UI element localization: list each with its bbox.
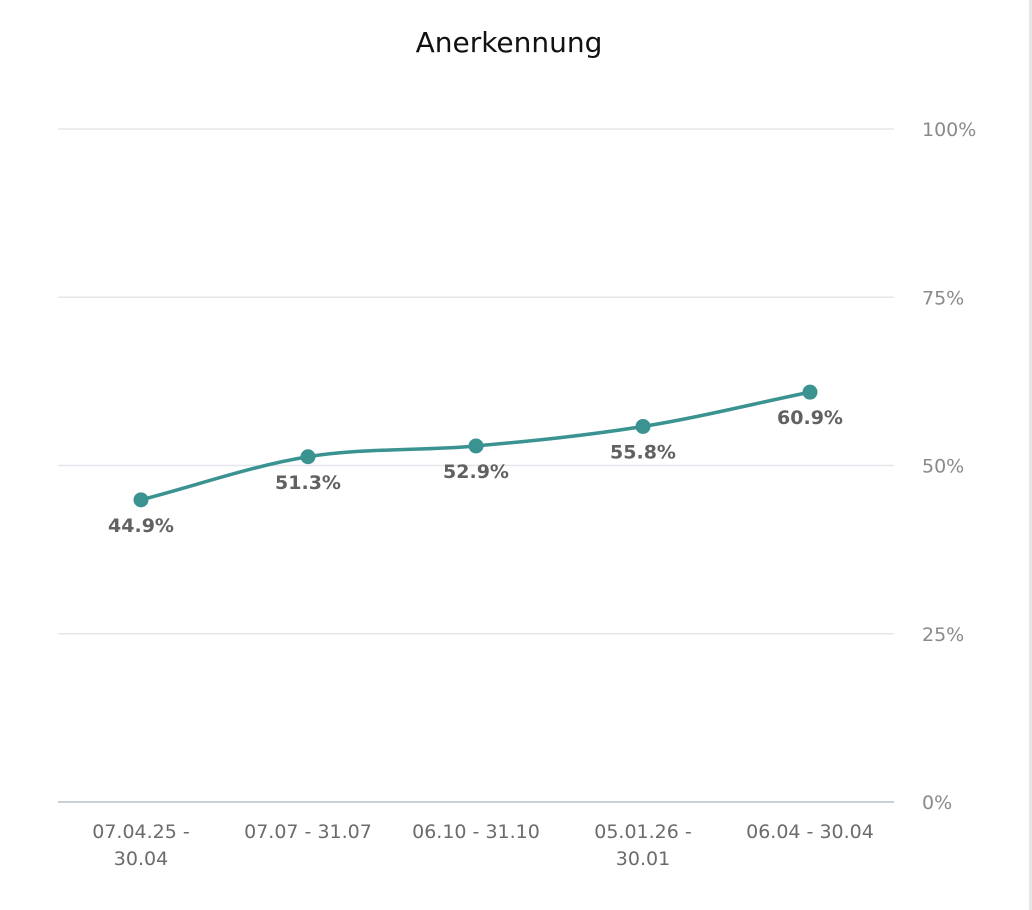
y-tick-label: 100% (922, 119, 976, 141)
y-tick-label: 0% (922, 792, 952, 814)
x-tick-label: 05.01.26 - 30.01 (594, 821, 692, 870)
panel-right-edge (1029, 0, 1032, 910)
data-label: 60.9% (777, 407, 843, 429)
data-label: 55.8% (610, 441, 676, 463)
x-tick-label-line: 07.04.25 - (92, 821, 190, 843)
y-tick-label: 75% (922, 287, 964, 309)
x-tick-label-line: 07.07 - 31.07 (244, 821, 372, 843)
data-label: 44.9% (108, 515, 174, 537)
data-point (468, 438, 484, 454)
chart-title: Anerkennung (415, 26, 603, 59)
x-tick-label-line: 30.01 (616, 848, 670, 870)
x-tick-label: 07.04.25 - 30.04 (92, 821, 190, 870)
x-tick-label-line: 06.10 - 31.10 (412, 821, 540, 843)
series-layer (133, 384, 818, 508)
grid-lines (58, 128, 894, 803)
x-tick-label-line: 30.04 (114, 848, 168, 870)
x-axis-ticks: 07.04.25 - 30.04 07.07 - 31.07 06.10 - 31.1… (92, 821, 874, 870)
y-axis-ticks: 100% 75% 50% 25% 0% (922, 119, 976, 814)
x-tick-label: 06.04 - 30.04 (746, 821, 874, 843)
data-label: 52.9% (443, 461, 509, 483)
data-point (133, 492, 149, 508)
x-tick-label: 06.10 - 31.10 (412, 821, 540, 843)
data-labels: 44.9% 51.3% 52.9% 55.8% 60.9% (108, 407, 843, 537)
data-point (300, 449, 316, 465)
y-tick-label: 25% (922, 624, 964, 646)
y-tick-label: 50% (922, 456, 964, 478)
x-tick-label: 07.07 - 31.07 (244, 821, 372, 843)
data-label: 51.3% (275, 472, 341, 494)
x-tick-label-line: 06.04 - 30.04 (746, 821, 874, 843)
data-point (802, 384, 818, 400)
x-tick-label-line: 05.01.26 - (594, 821, 692, 843)
data-point (635, 418, 651, 434)
